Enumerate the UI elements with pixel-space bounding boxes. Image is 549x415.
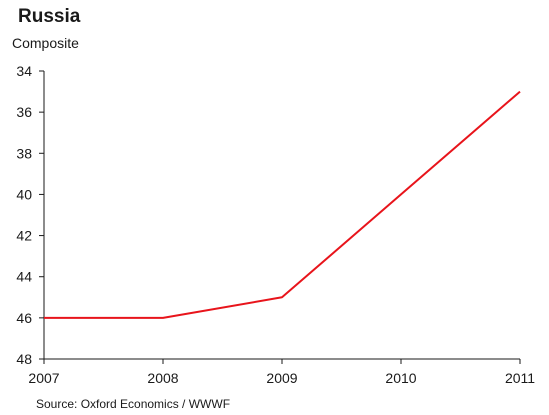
x-tick-label: 2010 — [385, 370, 416, 386]
y-tick-label: 36 — [16, 104, 32, 120]
source-note: Source: Oxford Economics / WWWF — [36, 397, 231, 411]
series-line — [44, 90, 521, 319]
y-tick-label: 34 — [16, 63, 32, 79]
y-tick-label: 42 — [16, 228, 32, 244]
x-tick-label: 2007 — [28, 370, 59, 386]
chart-subtitle: Composite — [12, 35, 79, 51]
chart-title: Russia — [18, 6, 81, 27]
x-tick-label: 2008 — [147, 370, 178, 386]
y-tick-label: 44 — [16, 269, 32, 285]
x-tick-label: 2009 — [266, 370, 297, 386]
y-tick-label: 38 — [16, 145, 32, 161]
x-tick-label: 2011 — [505, 370, 535, 386]
y-tick-label: 48 — [16, 351, 32, 367]
y-tick-label: 40 — [16, 186, 32, 202]
y-tick-label: 46 — [16, 310, 32, 326]
